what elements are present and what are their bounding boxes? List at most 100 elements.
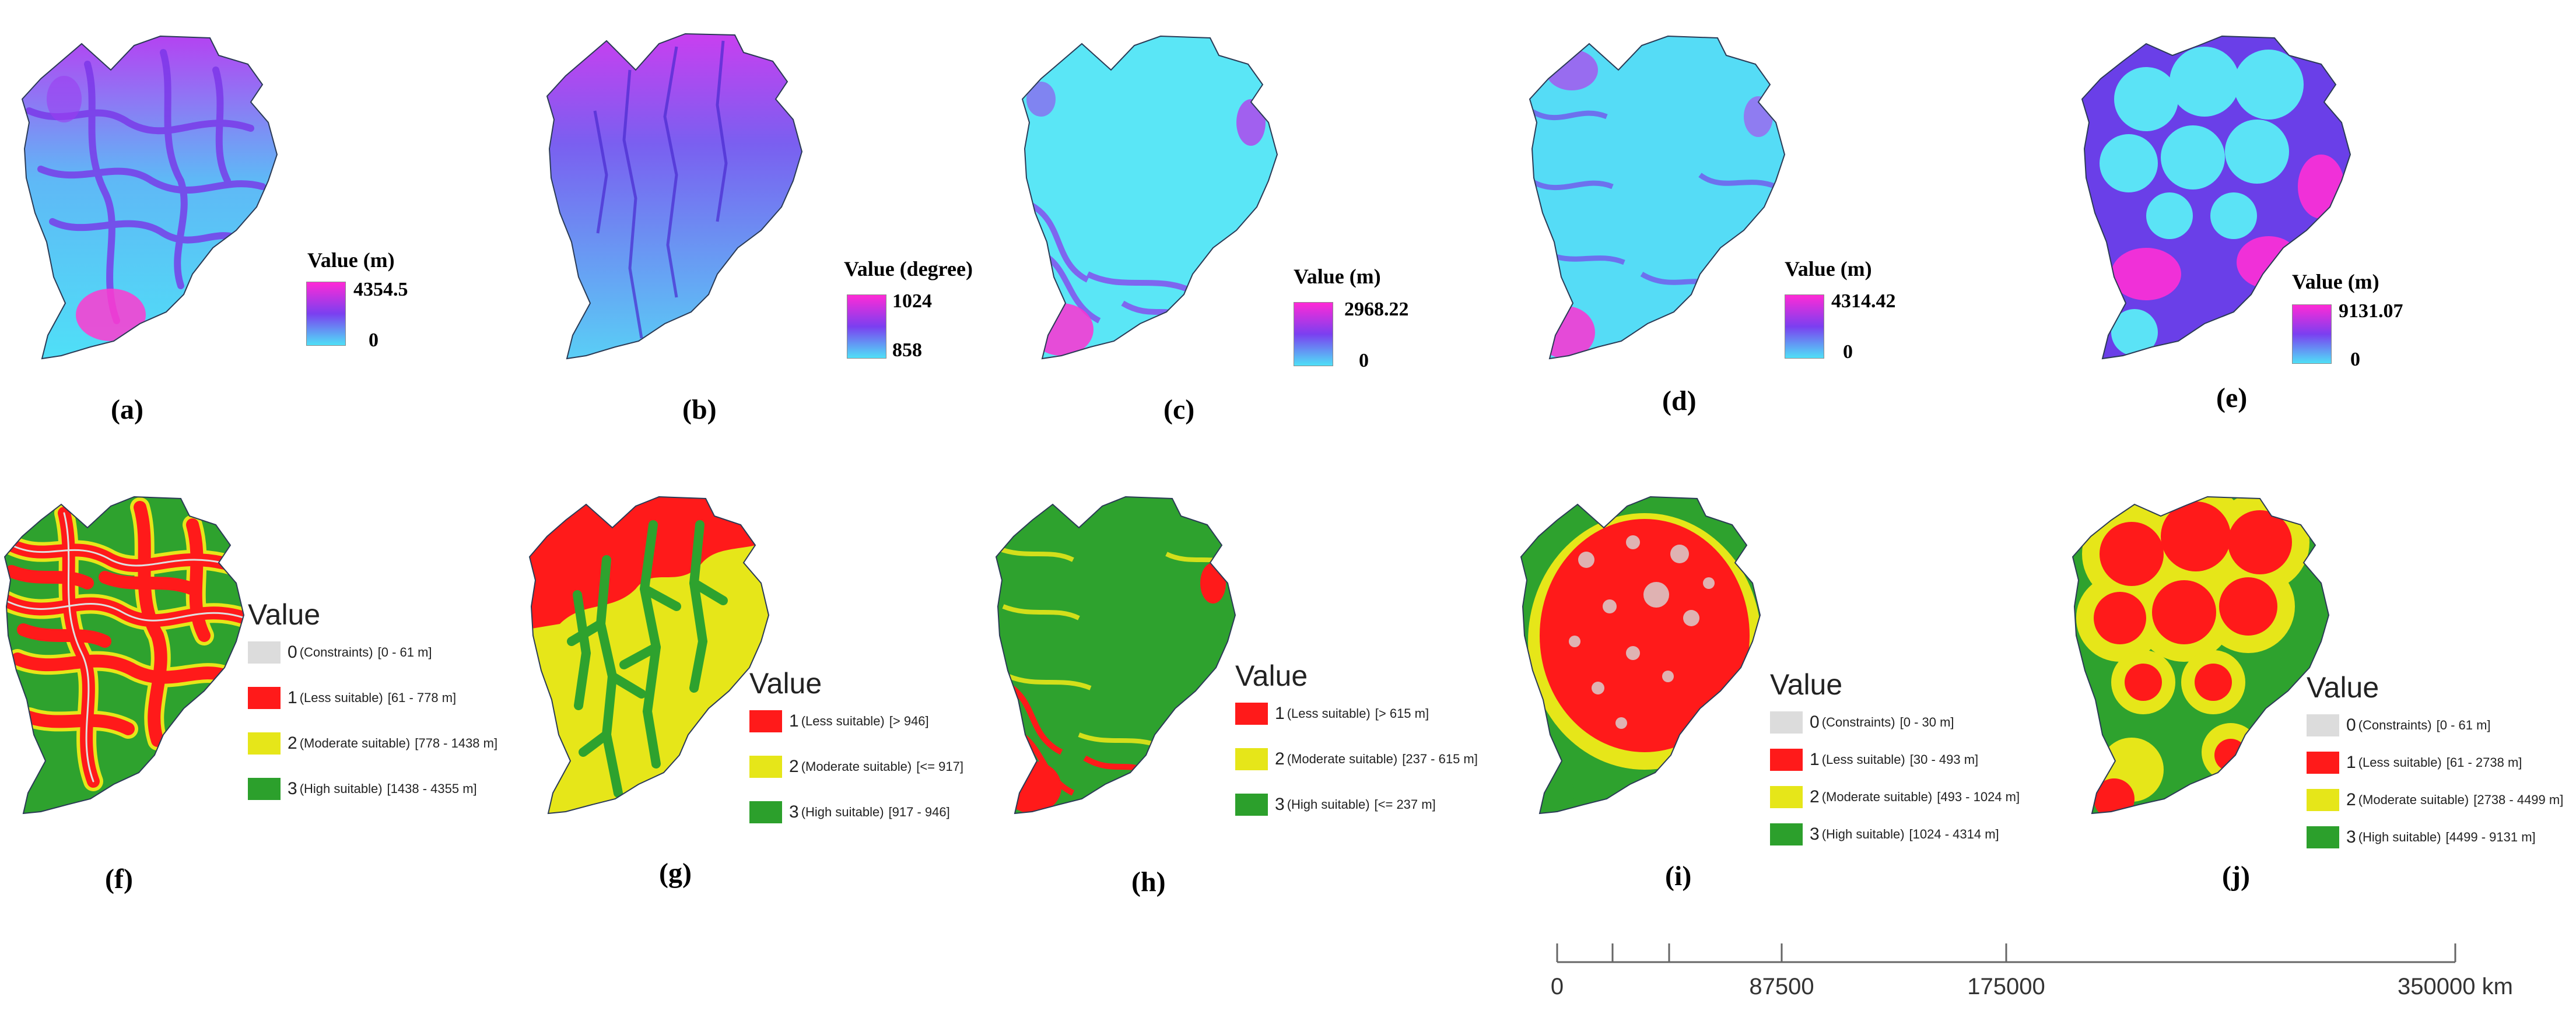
legend-title: Value — [2307, 671, 2379, 704]
map-b — [546, 33, 802, 359]
legend-class-range: [> 615 m] — [1375, 706, 1429, 721]
legend-class-number: 2 — [2346, 790, 2356, 809]
legend-title: Value — [1235, 659, 1308, 692]
caption-d: (d) — [1662, 385, 1697, 416]
legend-class-range: [0 - 30 m] — [1899, 715, 1954, 729]
colorbar-b — [847, 294, 886, 359]
legend-item: 3 (High suitable) [917 - 946] — [749, 801, 950, 823]
map-c — [1022, 36, 1278, 359]
legend-class-label: (Moderate suitable) — [299, 736, 411, 750]
legend-swatch — [2307, 714, 2339, 736]
legend-class-label: (Less suitable) — [1821, 752, 1905, 767]
legend-class-range: [778 - 1438 m] — [415, 736, 498, 750]
legend-min-e: 0 — [2350, 349, 2360, 370]
legend-class-number: 1 — [1810, 750, 1820, 769]
caption-e: (e) — [2216, 383, 2248, 413]
legend-class-label: (Moderate suitable) — [1821, 790, 1933, 804]
legend-min-c: 0 — [1359, 350, 1369, 371]
legend-swatch — [1770, 823, 1803, 845]
legend-class-number: 0 — [2346, 715, 2356, 735]
legend-swatch — [1770, 786, 1803, 808]
legend-min-d: 0 — [1843, 341, 1853, 363]
legend-class-range: [0 - 61 m] — [2436, 718, 2491, 732]
legend-class-range: [30 - 493 m] — [1909, 752, 1979, 767]
legend-swatch — [749, 710, 782, 732]
map-d — [1529, 36, 1785, 359]
legend-class-number: 1 — [789, 711, 799, 731]
legend-item: 1 (Less suitable) [61 - 2738 m] — [2307, 752, 2522, 774]
legend-swatch — [1235, 794, 1268, 816]
legend-item: 1 (Less suitable) [> 615 m] — [1235, 703, 1429, 725]
legend-item: 0 (Constraints) [0 - 61 m] — [248, 641, 432, 664]
colorbar-c — [1294, 302, 1333, 366]
legend-min-a: 0 — [369, 329, 378, 351]
legend-item: 2 (Moderate suitable) [2738 - 4499 m] — [2307, 789, 2563, 811]
map-a — [22, 36, 278, 359]
map-f — [4, 496, 244, 814]
legend-class-label: (Constraints) — [2358, 718, 2432, 732]
legend-class-label: (High suitable) — [1821, 827, 1905, 841]
legend-class-range: [1024 - 4314 m] — [1909, 827, 1999, 841]
legend-class-label: (Constraints) — [299, 645, 373, 659]
legend-item: 3 (High suitable) [<= 237 m] — [1235, 794, 1436, 816]
legend-item: 3 (High suitable) [1438 - 4355 m] — [248, 778, 477, 800]
caption-c: (c) — [1163, 394, 1195, 425]
legend-class-number: 2 — [1810, 787, 1820, 806]
legend-class-number: 2 — [288, 734, 297, 753]
legend-class-label: (High suitable) — [1287, 797, 1370, 812]
legend-swatch — [2307, 752, 2339, 774]
legend-class-range: [<= 917] — [916, 759, 963, 774]
colorbar-a — [306, 282, 346, 346]
colorbar-d — [1785, 294, 1824, 359]
legend-class-range: [493 - 1024 m] — [1937, 790, 2020, 804]
legend-class-label: (High suitable) — [801, 805, 884, 819]
legend-class-range: [917 - 946] — [888, 805, 950, 819]
caption-h: (h) — [1131, 866, 1166, 897]
legend-class-number: 1 — [288, 688, 297, 707]
legend-swatch — [1235, 748, 1268, 770]
legend-class-label: (High suitable) — [299, 781, 383, 796]
legend-swatch — [248, 687, 281, 709]
legend-item: 2 (Moderate suitable) [<= 917] — [749, 756, 963, 778]
scale-tick-87500: 87500 — [1749, 974, 1814, 999]
caption-a: (a) — [111, 394, 143, 425]
legend-max-c: 2968.22 — [1344, 299, 1409, 320]
scale-tick-0: 0 — [1551, 974, 1564, 999]
legend-class-label: (Constraints) — [1821, 715, 1895, 729]
legend-item: 2 (Moderate suitable) [778 - 1438 m] — [248, 732, 497, 755]
legend-max-a: 4354.5 — [353, 279, 408, 300]
legend-item: 3 (High suitable) [1024 - 4314 m] — [1770, 823, 1999, 845]
legend-swatch — [1770, 749, 1803, 771]
legend-class-number: 3 — [288, 779, 297, 798]
legend-class-number: 2 — [789, 757, 799, 776]
legend-class-label: (Less suitable) — [299, 690, 383, 705]
legend-class-number: 3 — [2346, 827, 2356, 847]
map-g — [529, 496, 769, 814]
legend-class-number: 3 — [789, 802, 799, 822]
legend-swatch — [248, 732, 281, 755]
map-j — [2072, 496, 2329, 814]
legend-swatch — [1235, 703, 1268, 725]
legend-item: 2 (Moderate suitable) [493 - 1024 m] — [1770, 786, 2020, 808]
legend-item: 3 (High suitable) [4499 - 9131 m] — [2307, 826, 2536, 848]
legend-class-number: 3 — [1275, 795, 1285, 814]
legend-class-number: 1 — [2346, 753, 2356, 772]
legend-title-e: Value (m) — [2292, 270, 2379, 293]
legend-swatch — [749, 756, 782, 778]
legend-item: 1 (Less suitable) [61 - 778 m] — [248, 687, 456, 709]
legend-class-range: [4499 - 9131 m] — [2445, 830, 2536, 844]
legend-class-range: [> 946] — [889, 714, 929, 728]
legend-max-b: 1024 — [892, 290, 932, 312]
legend-class-label: (Less suitable) — [2358, 755, 2442, 770]
legend-item: 0 (Constraints) [0 - 61 m] — [2307, 714, 2491, 736]
legend-class-label: (Moderate suitable) — [2358, 792, 2469, 807]
legend-item: 1 (Less suitable) [30 - 493 m] — [1770, 749, 1978, 771]
legend-class-range: [2738 - 4499 m] — [2473, 792, 2564, 807]
legend-class-range: [237 - 615 m] — [1402, 752, 1478, 766]
legend-class-label: (Less suitable) — [801, 714, 885, 728]
colorbar-e — [2292, 304, 2332, 364]
legend-swatch — [248, 778, 281, 800]
map-e — [2081, 36, 2351, 359]
scale-tick-175000: 175000 — [1967, 974, 2045, 999]
legend-class-number: 1 — [1275, 704, 1285, 723]
